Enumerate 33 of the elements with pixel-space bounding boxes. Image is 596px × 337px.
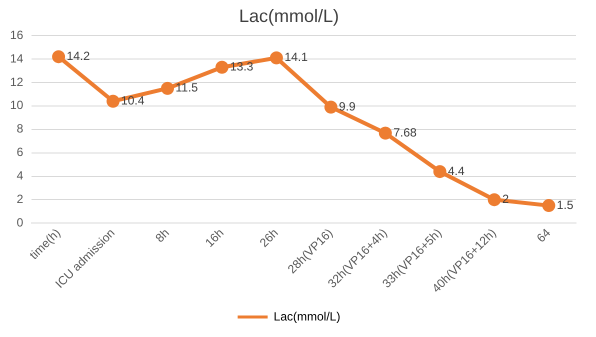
- point: [106, 94, 120, 108]
- chart-title: Lac(mmol/L): [238, 6, 340, 26]
- data-label: 10.4: [121, 94, 145, 108]
- y-tick-label: 10: [10, 98, 24, 112]
- y-tick-label: 14: [10, 51, 24, 66]
- data-label: 14.1: [284, 50, 308, 64]
- y-tick-label: 12: [10, 74, 24, 89]
- y-tick-label: 2: [16, 192, 24, 206]
- point: [433, 165, 446, 178]
- x-tick-label: 8h: [152, 226, 172, 246]
- y-tick-label: 4: [16, 168, 24, 183]
- data-label: 1.5: [556, 198, 574, 212]
- y-tick-label: 0: [16, 215, 24, 230]
- point: [378, 126, 392, 140]
- point: [270, 51, 283, 64]
- point: [324, 100, 338, 114]
- y-tick-label: 8: [16, 122, 24, 136]
- x-tick-label: 64: [534, 226, 554, 246]
- data-label: 4.4: [448, 164, 465, 178]
- data-label: 11.5: [176, 80, 198, 95]
- data-label: 14.2: [66, 49, 90, 64]
- x-tick-label: 16h: [202, 226, 226, 250]
- legend-label: Lac(mmol/L): [274, 309, 340, 324]
- data-label: 7.68: [393, 125, 418, 140]
- point: [542, 199, 556, 212]
- x-tick-label: 26h: [256, 226, 281, 250]
- y-tick-label: 16: [10, 28, 24, 42]
- point: [215, 60, 228, 74]
- point: [488, 193, 501, 206]
- point: [52, 50, 66, 64]
- data-label: 9.9: [338, 99, 356, 114]
- point: [161, 82, 174, 95]
- y-tick-label: 6: [16, 145, 24, 160]
